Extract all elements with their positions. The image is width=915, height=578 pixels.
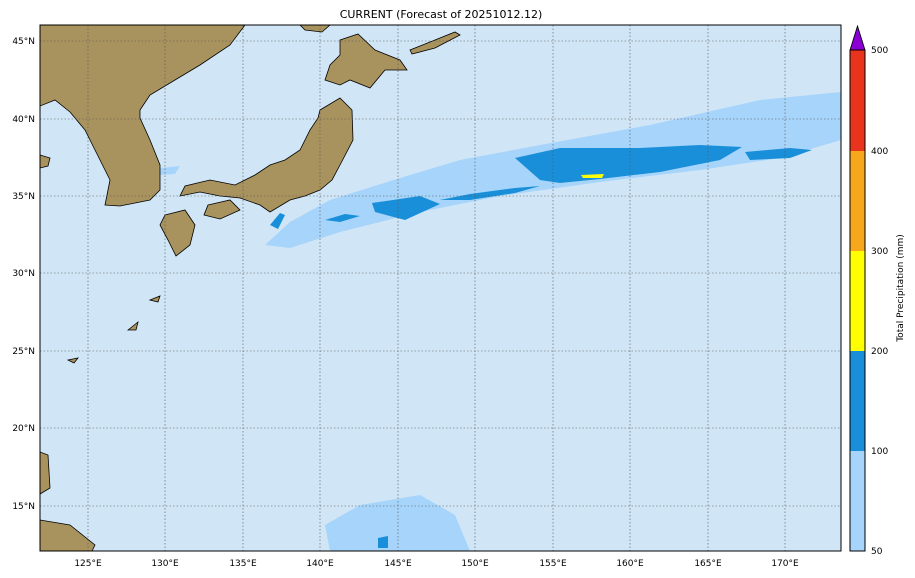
- colorbar-segment: [850, 451, 865, 551]
- colorbar-segment: [850, 351, 865, 451]
- land-layer: [40, 25, 461, 551]
- land-shikoku: [203, 199, 241, 220]
- colorbar: 50 100 200 300 400 500 Total Precipitati…: [849, 24, 906, 557]
- land-shandong: [40, 154, 51, 169]
- land-kyushu: [159, 209, 196, 257]
- colorbar-label: Total Precipitation (mm): [896, 234, 906, 343]
- colorbar-tick-label: 200: [871, 347, 888, 357]
- precip-100-200-east: [745, 148, 812, 160]
- lat-tick-label: 40°N: [12, 115, 35, 125]
- lat-tick-label: 45°N: [12, 37, 35, 47]
- land-hokkaido: [324, 33, 408, 89]
- colorbar-tick-label: 300: [871, 247, 888, 257]
- colorbar-segment: [850, 151, 865, 251]
- land-taiwan: [40, 451, 51, 495]
- colorbar-tick-label: 500: [871, 46, 888, 56]
- precip-100-200-streak: [440, 186, 540, 200]
- lon-tick-label: 140°E: [306, 559, 334, 569]
- lon-tick-label: 145°E: [384, 559, 412, 569]
- graticule: [40, 25, 841, 551]
- map-frame: [39, 24, 842, 552]
- lon-tick-label: 165°E: [694, 559, 722, 569]
- precip-100-200-south: [378, 536, 388, 548]
- precip-100-200-west: [325, 214, 360, 222]
- lat-tick-label: 20°N: [12, 424, 35, 434]
- lon-tick-label: 170°E: [771, 559, 799, 569]
- map-area: [40, 25, 841, 551]
- lat-tick-label: 15°N: [12, 502, 35, 512]
- lon-tick-label: 130°E: [151, 559, 179, 569]
- land-asia-mainland-korea: [40, 25, 246, 207]
- lat-tick-label: 35°N: [12, 192, 35, 202]
- lon-tick-label: 135°E: [229, 559, 257, 569]
- colorbar-tick-label: 400: [871, 147, 888, 157]
- land-kuril-islands: [409, 31, 461, 55]
- colorbar-frame: [849, 49, 866, 552]
- lon-tick-label: 125°E: [74, 559, 102, 569]
- lat-tick-label: 25°N: [12, 347, 35, 357]
- colorbar-tick-label: 100: [871, 447, 888, 457]
- precip-200-300-cell: [581, 174, 604, 178]
- lat-tick-label: 30°N: [12, 269, 35, 279]
- colorbar-segment: [850, 50, 865, 151]
- precip-50-100-south: [325, 495, 470, 551]
- ocean: [40, 25, 841, 551]
- colorbar-tick-label: 50: [871, 547, 883, 557]
- lon-tick-label: 155°E: [539, 559, 567, 569]
- lat-tick-labels: 45°N 40°N 35°N 30°N 25°N 20°N 15°N: [12, 37, 35, 512]
- lon-tick-label: 150°E: [461, 559, 489, 569]
- land-philippines: [40, 519, 96, 551]
- land-sakhalin: [299, 25, 331, 33]
- colorbar-segment: [850, 251, 865, 351]
- map-title: CURRENT (Forecast of 20251012.12): [340, 8, 543, 21]
- lon-tick-labels: 125°E 130°E 135°E 140°E 145°E 150°E 155°…: [74, 559, 799, 569]
- precip-100-200-main: [515, 145, 742, 183]
- lon-tick-label: 160°E: [616, 559, 644, 569]
- precip-100-200-center: [372, 196, 440, 220]
- colorbar-extend-triangle: [849, 24, 866, 51]
- land-ryukyu-islands: [66, 295, 161, 364]
- precip-100-200-cell: [270, 213, 285, 229]
